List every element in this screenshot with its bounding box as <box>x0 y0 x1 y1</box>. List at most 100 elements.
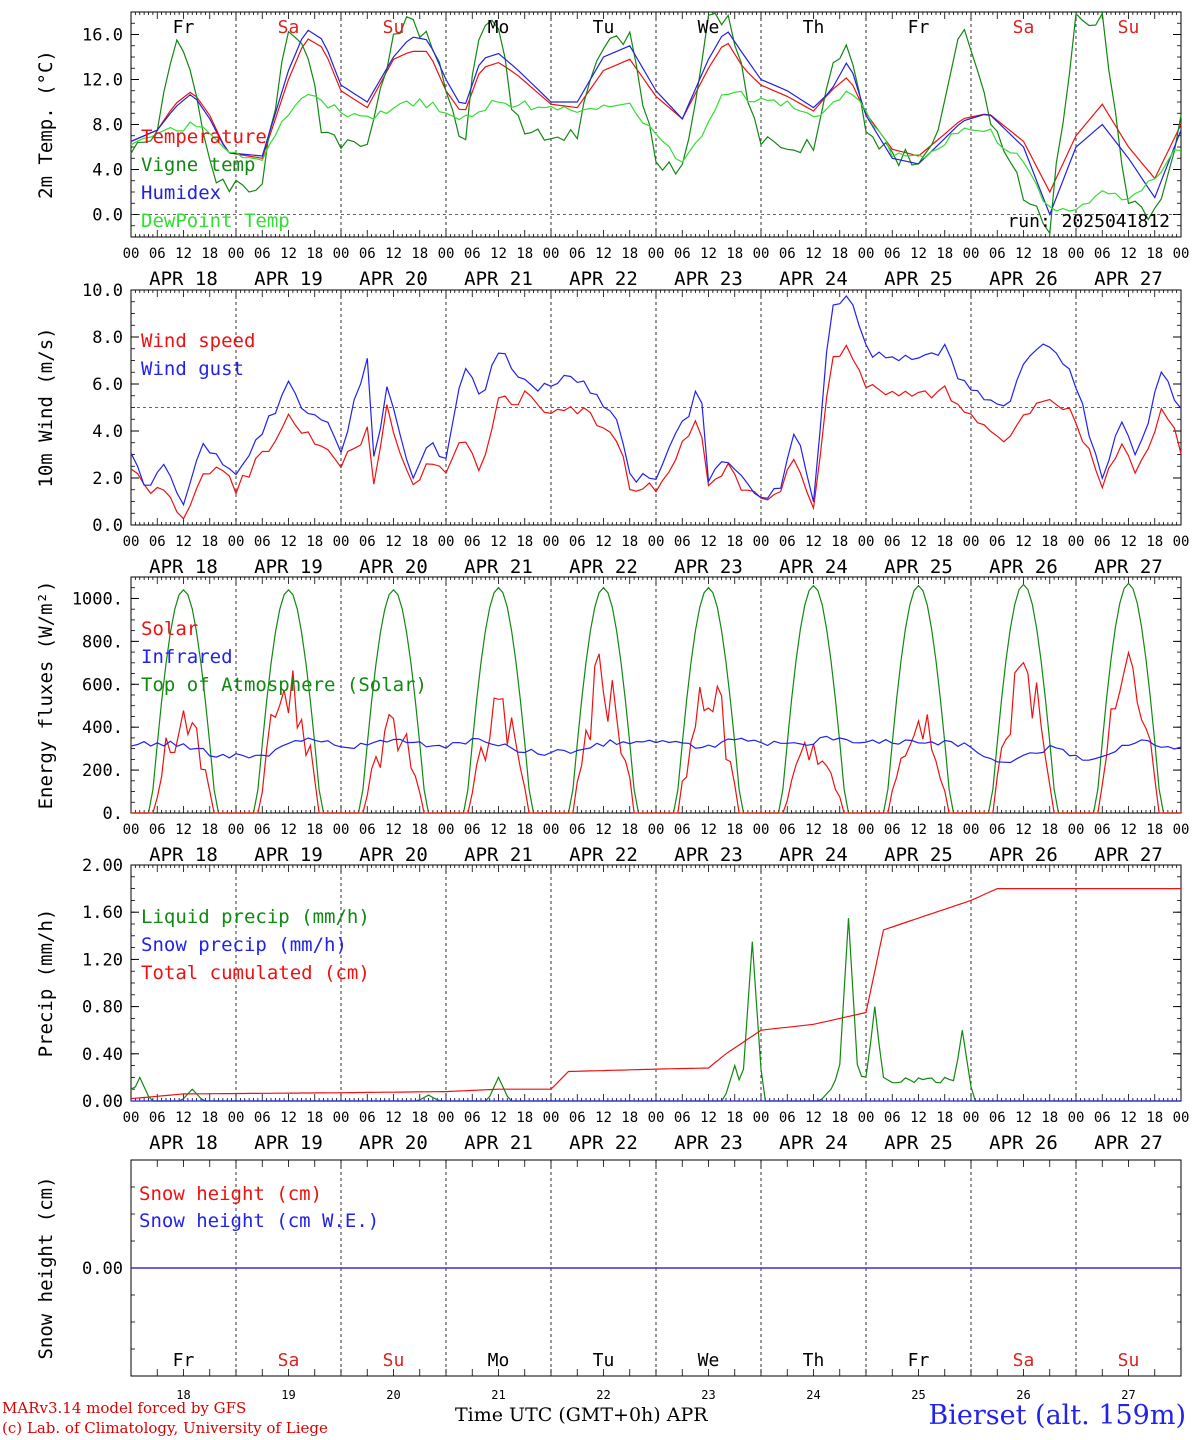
panel-2-date-label: APR 23 <box>674 556 743 578</box>
panel-4-hour-label: 12 <box>805 1110 822 1126</box>
panel-2-hour-label: 18 <box>936 534 953 550</box>
panel-1-ytick-label: 4.0 <box>92 161 123 181</box>
panel-3-date-label: APR 18 <box>149 844 218 866</box>
panel-3-ytick-label: 600. <box>82 675 123 695</box>
panel-3-hour-label: 18 <box>201 822 218 838</box>
panel-1-series-2 <box>130 11 1182 236</box>
panel-3-hour-label: 12 <box>1015 822 1032 838</box>
panel-5-day-number: 19 <box>281 1388 295 1402</box>
panel-1-weekday-label: Fr <box>908 17 930 38</box>
panel-4-hour-label: 06 <box>359 1110 376 1126</box>
panel-1-hour-label: 12 <box>280 246 297 262</box>
panel-2-ytick-label: 10.0 <box>82 281 123 301</box>
panel-2-series-1 <box>130 344 1182 520</box>
panel-2-hour-label: 00 <box>543 534 560 550</box>
panel-5-legend-entry: Snow height (cm) <box>139 1183 322 1205</box>
panel-3-solar <box>131 650 1181 814</box>
panel-3-hour-label: 06 <box>464 822 481 838</box>
panel-2-hour-label: 12 <box>175 534 192 550</box>
panel-3-hour-label: 06 <box>884 822 901 838</box>
panel-1-hour-label: 12 <box>805 246 822 262</box>
panel-2-date-label: APR 25 <box>884 556 953 578</box>
panel-3-hour-label: 18 <box>621 822 638 838</box>
panel-2-hour-label: 00 <box>1173 534 1190 550</box>
panel-4-hour-label: 00 <box>858 1110 875 1126</box>
panel-2-hour-label: 06 <box>674 534 691 550</box>
panel-3-ytick-label: 1000. <box>72 589 123 609</box>
panel-3-hour-label: 06 <box>149 822 166 838</box>
panel-3-legend-entry: Solar <box>141 618 198 640</box>
panel-3-hour-label: 00 <box>858 822 875 838</box>
panel-2-hour-label: 18 <box>621 534 638 550</box>
panel-1-date-label: APR 19 <box>254 268 323 290</box>
panel-1-hour-label: 18 <box>306 246 323 262</box>
panel-4-hour-label: 12 <box>910 1110 927 1126</box>
panel-1-hour-label: 00 <box>228 246 245 262</box>
panel-1-weekday-label: Tu <box>593 17 615 38</box>
panel-4-hour-label: 12 <box>280 1110 297 1126</box>
panel-1-series-1 <box>130 38 1182 194</box>
panel-1-hour-label: 06 <box>779 246 796 262</box>
panel-1-legend-entry: DewPoint Temp <box>141 210 290 232</box>
panel-5-day-number: 24 <box>806 1388 820 1402</box>
panel-2-hour-label: 06 <box>1094 534 1111 550</box>
panel-5-weekday-label: Tu <box>593 1350 615 1371</box>
panel-2-hour-label: 18 <box>411 534 428 550</box>
panel-2-hour-label: 00 <box>228 534 245 550</box>
panel-2-date-label: APR 21 <box>464 556 533 578</box>
panel-5-day-number: 20 <box>386 1388 400 1402</box>
panel-1-hour-label: 00 <box>1173 246 1190 262</box>
panel-1-hour-label: 18 <box>516 246 533 262</box>
panel-1-ytick-label: 0.0 <box>92 206 123 226</box>
panel-3-hour-label: 00 <box>753 822 770 838</box>
panel-1-hour-label: 12 <box>175 246 192 262</box>
panel-1-weekday-label: Sa <box>1013 17 1035 38</box>
panel-1-hour-label: 18 <box>201 246 218 262</box>
panel-3-hour-label: 12 <box>595 822 612 838</box>
panel-4-date-label: APR 24 <box>779 1132 848 1154</box>
panel-3-infrared <box>130 735 1182 764</box>
panel-5-weekday-label: Su <box>383 1350 405 1371</box>
panel-4-hour-label: 18 <box>516 1110 533 1126</box>
panel-5-day-number: 27 <box>1121 1388 1135 1402</box>
panel-5-day-number: 18 <box>176 1388 190 1402</box>
panel-2-hour-label: 18 <box>201 534 218 550</box>
panel-3-hour-label: 18 <box>516 822 533 838</box>
panel-3-hour-label: 06 <box>779 822 796 838</box>
panel-1-legend-entry: Humidex <box>141 182 221 204</box>
panel-4-hour-label: 00 <box>1173 1110 1190 1126</box>
panel-2-hour-label: 12 <box>1015 534 1032 550</box>
panel-3-hour-label: 18 <box>936 822 953 838</box>
panel-3-hour-label: 12 <box>385 822 402 838</box>
panel-4-date-label: APR 26 <box>989 1132 1058 1154</box>
panel-1-date-label: APR 27 <box>1094 268 1163 290</box>
run-label: run: 2025041812 <box>1007 211 1170 232</box>
panel-4-hour-label: 06 <box>464 1110 481 1126</box>
panel-1-weekday-label: Mo <box>488 17 510 38</box>
panel-3-date-label: APR 22 <box>569 844 638 866</box>
panel-2-ytick-label: 8.0 <box>92 328 123 348</box>
panel-5-weekday-label: Fr <box>908 1350 930 1371</box>
panel-1-hour-label: 00 <box>123 246 140 262</box>
panel-1-hour-label: 00 <box>438 246 455 262</box>
panel-3-legend-entry: Infrared <box>141 646 233 668</box>
panel-4-hour-label: 00 <box>543 1110 560 1126</box>
panel-3-hour-label: 12 <box>700 822 717 838</box>
panel-4-hour-label: 18 <box>306 1110 323 1126</box>
panel-3-hour-label: 00 <box>333 822 350 838</box>
panel-1-date-label: APR 21 <box>464 268 533 290</box>
panel-2-hour-label: 00 <box>1068 534 1085 550</box>
panel-1-weekday-label: Sa <box>278 17 300 38</box>
panel-2-hour-label: 18 <box>1146 534 1163 550</box>
panel-1-hour-label: 00 <box>333 246 350 262</box>
panel-3-date-label: APR 20 <box>359 844 428 866</box>
panel-4-date-label: APR 23 <box>674 1132 743 1154</box>
panel-5-weekday-label: Su <box>1118 1350 1140 1371</box>
panel-5-weekday-label: Sa <box>1013 1350 1035 1371</box>
panel-5-ylabel: Snow height (cm) <box>35 1176 57 1359</box>
panel-3-hour-label: 00 <box>228 822 245 838</box>
panel-2-hour-label: 06 <box>569 534 586 550</box>
panel-2-hour-label: 12 <box>490 534 507 550</box>
panel-4-hour-label: 12 <box>490 1110 507 1126</box>
panel-3-hour-label: 12 <box>910 822 927 838</box>
